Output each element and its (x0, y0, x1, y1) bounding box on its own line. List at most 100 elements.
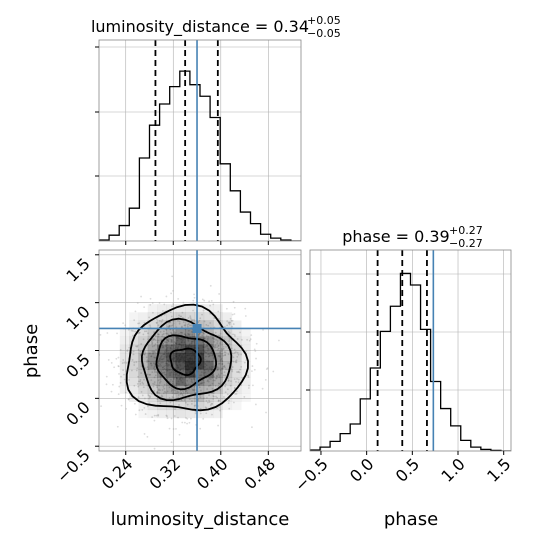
sample-point (215, 395, 217, 398)
density-cell (222, 401, 233, 411)
density-cell (129, 377, 139, 386)
sample-point (217, 373, 220, 376)
density-cell (232, 402, 242, 410)
density-cell (175, 377, 186, 386)
sample-point (153, 338, 155, 340)
density-cell (147, 328, 158, 337)
sample-point (186, 422, 188, 425)
density-cell (157, 369, 167, 378)
density-cell (203, 352, 214, 362)
sample-point (197, 333, 200, 336)
sample-point (177, 416, 179, 419)
sample-point (163, 303, 166, 306)
density-cell (119, 336, 130, 346)
sample-point (134, 310, 137, 313)
density-cell (213, 377, 223, 386)
sample-point (157, 339, 160, 342)
sample-point (162, 330, 165, 333)
sample-point (158, 384, 161, 387)
sample-point (250, 334, 253, 337)
sample-point (163, 340, 166, 343)
sample-point (218, 376, 221, 379)
sample-point (199, 407, 202, 410)
sample-point (248, 339, 251, 342)
sample-point (157, 388, 160, 391)
density-cell (147, 369, 158, 378)
sample-point (152, 311, 154, 314)
sample-point (215, 377, 218, 380)
sample-point (117, 365, 120, 367)
sample-point (152, 367, 155, 370)
sample-point (148, 373, 151, 376)
sample-point (151, 350, 154, 353)
sample-point (134, 413, 137, 416)
sample-point (255, 342, 258, 345)
sample-point (223, 325, 226, 328)
sample-point (165, 332, 168, 335)
sample-point (233, 313, 236, 315)
density-cell (185, 304, 195, 313)
x-axis-label-phase: phase (384, 509, 438, 530)
sample-point (221, 367, 224, 370)
density-cell (138, 352, 149, 362)
sample-point (157, 335, 160, 338)
sample-point (221, 363, 224, 365)
sample-point (166, 339, 169, 342)
sample-point (224, 391, 227, 394)
sample-point (187, 332, 189, 335)
sample-point (158, 302, 161, 304)
sample-point (187, 329, 190, 332)
density-cell (241, 385, 251, 394)
sample-point (160, 338, 163, 341)
luminosity-distance-histogram (99, 70, 301, 241)
sample-point (174, 331, 177, 334)
sample-point (191, 334, 194, 336)
density-cell (213, 393, 223, 402)
sample-point (143, 306, 146, 309)
sample-point (159, 378, 162, 381)
sample-point (217, 400, 220, 403)
sample-point (203, 332, 205, 335)
contour-level-1 (155, 334, 218, 391)
sample-point (201, 331, 204, 333)
sample-point (229, 317, 232, 320)
sample-point (118, 385, 121, 388)
sample-point (222, 347, 225, 350)
sample-point (171, 275, 174, 278)
density-cell (203, 385, 214, 394)
sample-point (227, 362, 230, 365)
sample-point (182, 392, 185, 394)
sample-point (183, 324, 186, 327)
sample-point (172, 303, 175, 305)
sample-point (216, 340, 219, 342)
sample-point (143, 406, 146, 409)
joint-ytick-label-0: −0.5 (53, 446, 94, 487)
sample-point (183, 399, 186, 401)
sample-point (182, 390, 185, 393)
sample-point (151, 342, 154, 345)
sample-point (150, 379, 153, 381)
sample-point (142, 338, 145, 341)
sample-point (107, 359, 110, 361)
luminosity-distance-title-minus: −0.05 (307, 27, 341, 40)
density-cell (231, 393, 242, 402)
sample-point (230, 380, 232, 383)
density-cell (129, 336, 139, 346)
sample-point (143, 397, 146, 400)
density-cell (175, 328, 186, 337)
sample-point (152, 339, 155, 342)
sample-point (145, 330, 148, 333)
sample-point (173, 389, 176, 392)
joint-xtick-label-3: 0.48 (241, 454, 280, 493)
sample-point (155, 348, 157, 351)
sample-point (218, 354, 221, 357)
sample-point (154, 374, 157, 377)
sample-point (156, 398, 159, 401)
sample-point (214, 331, 217, 334)
sample-point (217, 310, 220, 313)
sample-point (125, 362, 127, 364)
sample-point (140, 372, 143, 374)
sample-point (164, 373, 166, 376)
sample-point (191, 330, 193, 333)
sample-point (211, 337, 214, 339)
